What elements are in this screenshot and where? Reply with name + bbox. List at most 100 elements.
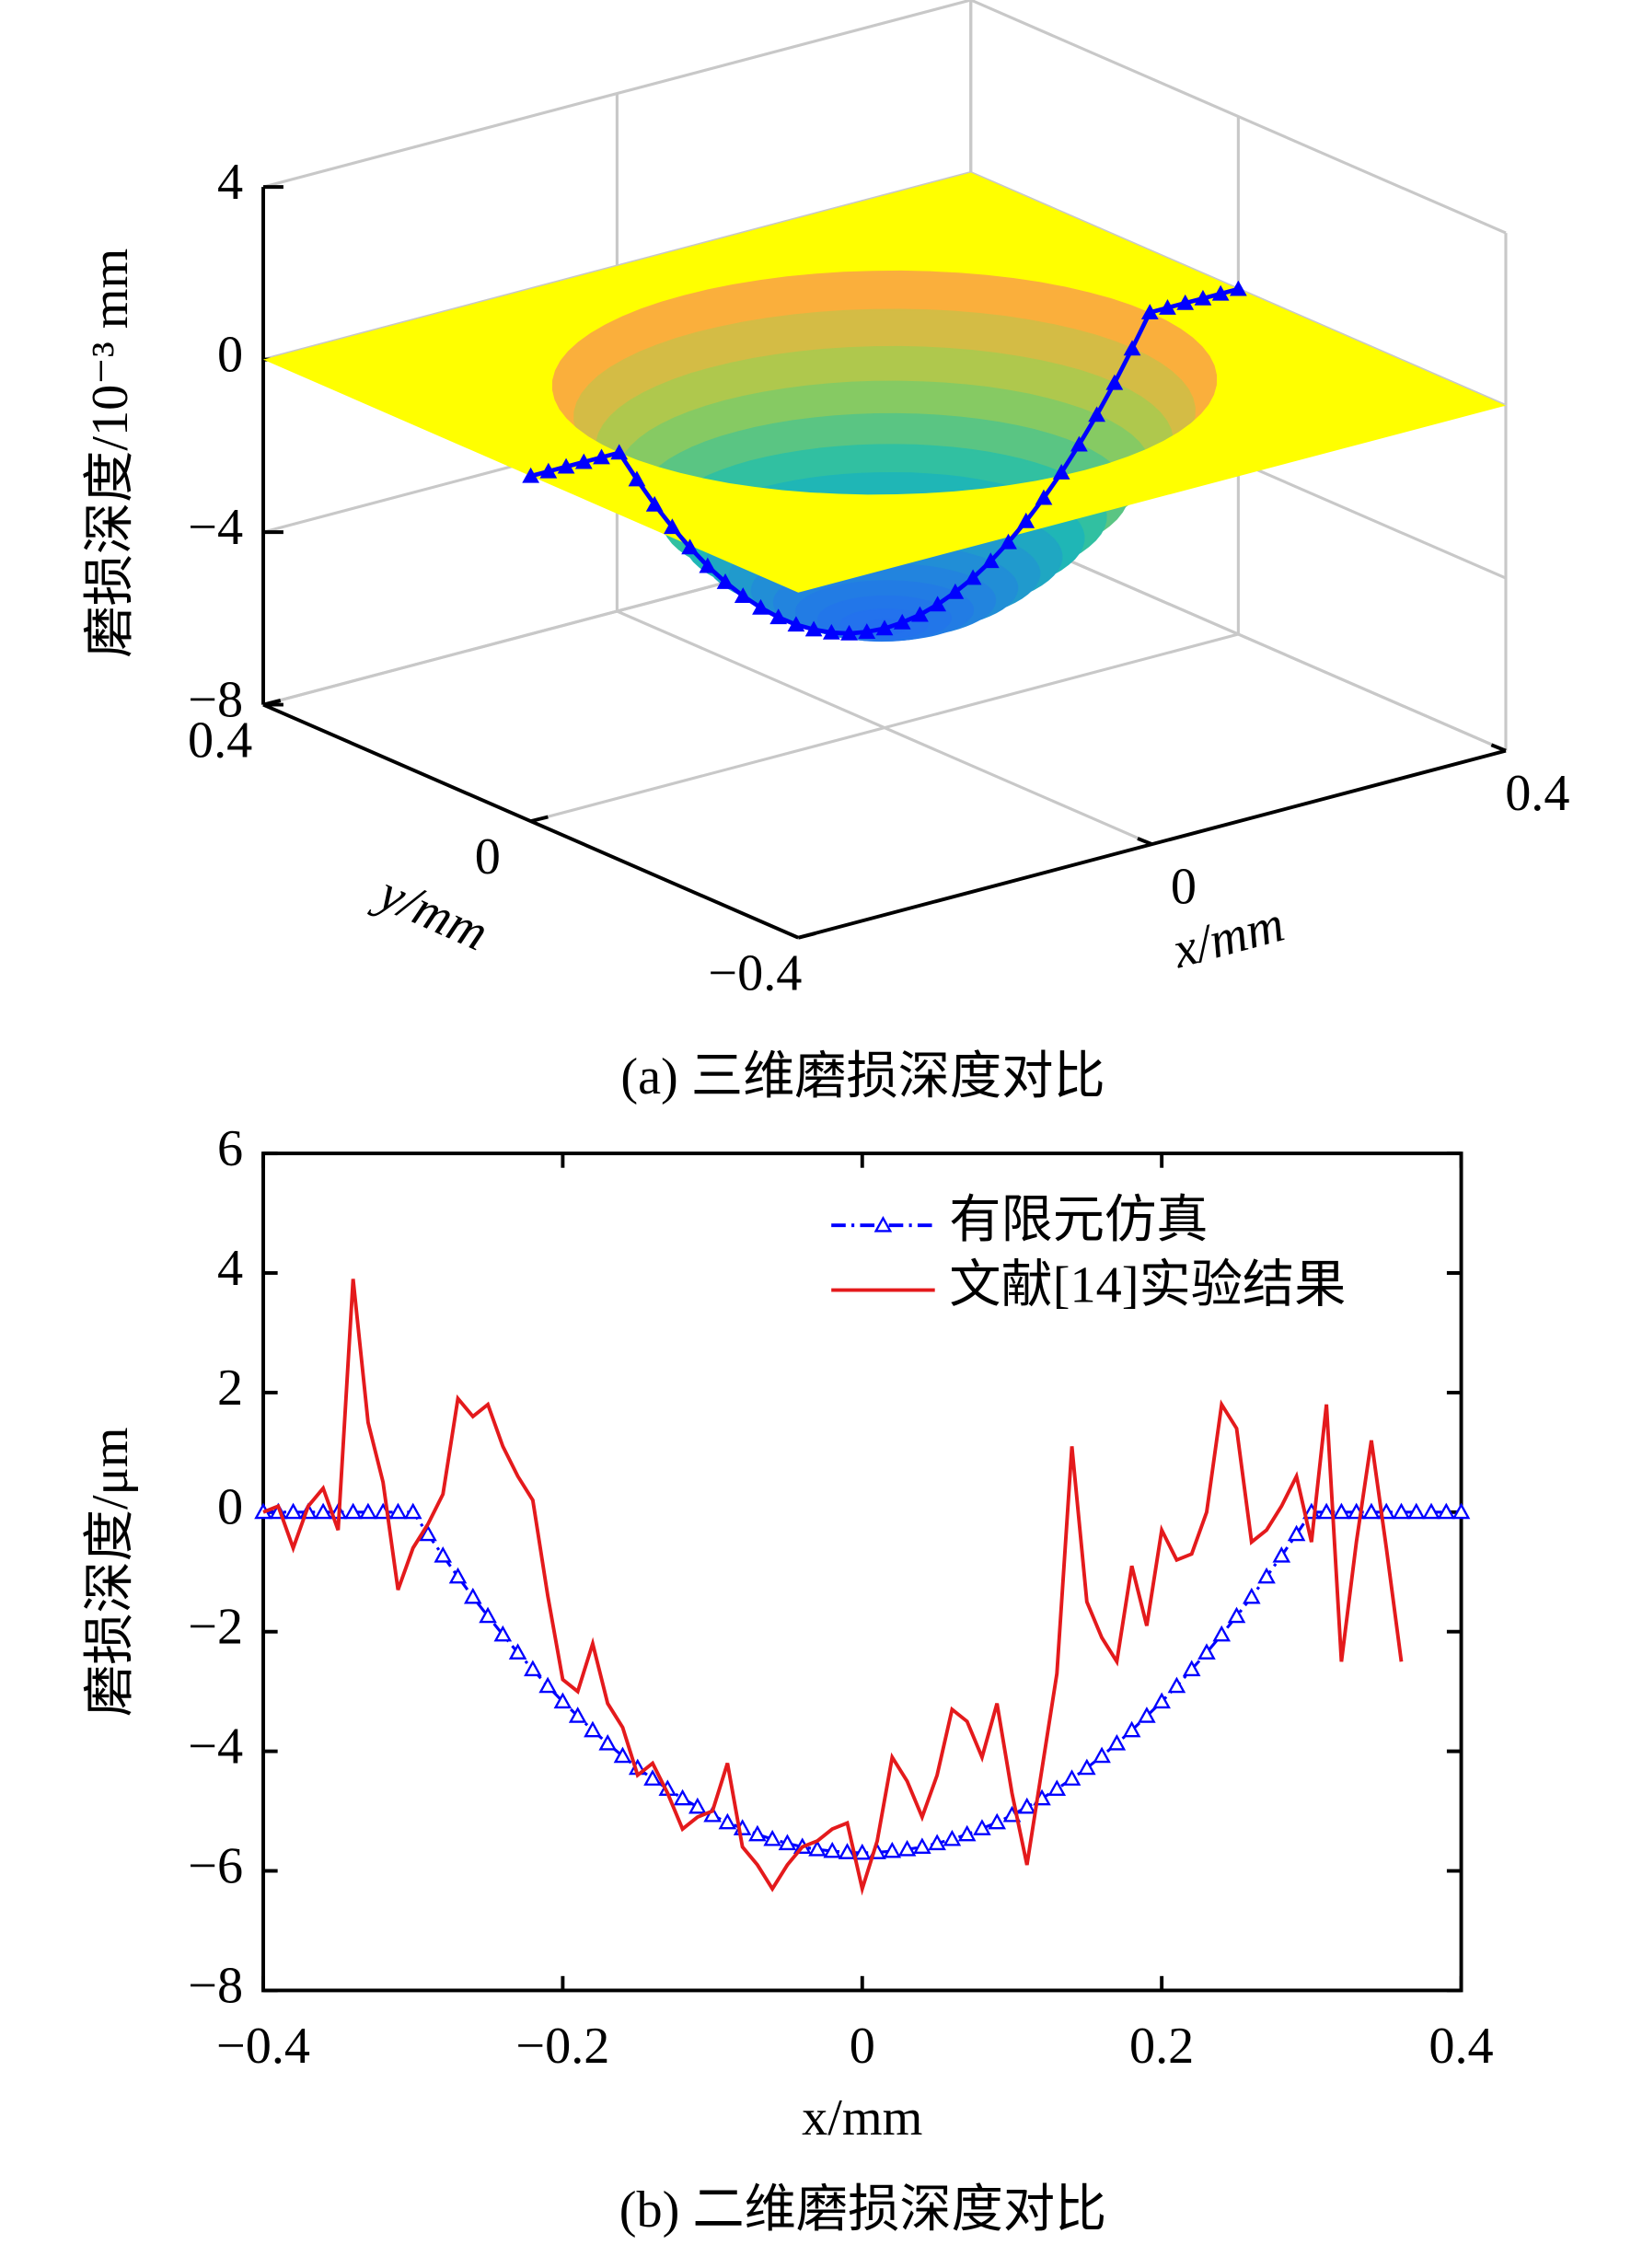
series-marker [1062, 1769, 1082, 1786]
series-marker [883, 1841, 902, 1858]
profile-marker [822, 623, 840, 640]
grid-line [530, 632, 1239, 823]
series-marker [388, 1502, 408, 1520]
series-line [262, 1279, 1404, 1896]
series-line [263, 1510, 1462, 1855]
profile-marker [1017, 512, 1035, 528]
series-marker [448, 1567, 468, 1584]
x-tick [1137, 837, 1153, 846]
profile-marker [929, 596, 947, 612]
series-marker [688, 1797, 707, 1814]
series-marker [957, 1824, 977, 1842]
y-tick-label: 2 [217, 1360, 243, 1417]
profile-marker [1229, 280, 1247, 296]
series-marker [1227, 1606, 1246, 1624]
series-marker [673, 1788, 692, 1806]
series-marker [808, 1839, 827, 1857]
z-tick-label: 0 [217, 327, 243, 384]
profile-marker [664, 518, 681, 535]
series-marker [403, 1502, 422, 1520]
series-marker [852, 1843, 872, 1860]
series-marker [613, 1746, 632, 1764]
y-tick-label: 0 [475, 828, 501, 885]
series-marker [943, 1829, 962, 1846]
y-tick [530, 815, 549, 824]
series-marker [479, 1606, 497, 1624]
profile-marker [1070, 435, 1088, 452]
series-marker [703, 1805, 722, 1822]
series-marker [1047, 1779, 1067, 1796]
x-tick-label: 0.2 [1129, 2018, 1194, 2075]
profile-marker [610, 444, 629, 460]
y-tick-label: −0.4 [708, 944, 802, 1001]
series-marker [1197, 1643, 1216, 1660]
plot-frame [261, 1151, 1463, 1993]
profile-marker [574, 453, 593, 469]
series-marker [1287, 1524, 1306, 1542]
profile-marker [734, 587, 752, 603]
series-marker [1093, 1746, 1111, 1764]
series-marker [1138, 1707, 1156, 1723]
series-marker [314, 1502, 332, 1520]
profile-marker [858, 623, 876, 639]
profile-marker [557, 457, 575, 474]
series-marker [1362, 1502, 1381, 1520]
series-marker [1272, 1546, 1291, 1563]
profile-marker [1194, 289, 1212, 306]
series-marker [538, 1676, 557, 1694]
series-marker [748, 1824, 767, 1842]
series-marker [508, 1643, 527, 1660]
profile-marker [1035, 489, 1053, 505]
series-marker [988, 1812, 1007, 1830]
z-axis-label: 磨损深度/10⁻³ mm [82, 249, 139, 658]
y-tick-label: −6 [188, 1837, 243, 1894]
series-marker [823, 1841, 842, 1858]
series-marker [913, 1837, 931, 1854]
x-tick-label: −0.2 [515, 2018, 609, 2075]
series-marker [897, 1839, 917, 1857]
series-marker [1078, 1758, 1096, 1776]
profile-marker [593, 448, 610, 465]
series-marker [1122, 1720, 1141, 1738]
z-tick-label: −4 [188, 499, 243, 556]
series-marker [1257, 1567, 1276, 1584]
profile-marker [752, 598, 769, 615]
profile-marker [1159, 298, 1176, 315]
x-axis-label: x/mm [802, 2089, 922, 2146]
series-marker [1452, 1502, 1471, 1520]
y-axis [262, 702, 800, 940]
series-marker [419, 1524, 437, 1542]
y-tick-label: −4 [188, 1718, 243, 1776]
profile-marker [840, 624, 858, 641]
profile-marker [539, 462, 558, 479]
series-marker [718, 1812, 737, 1830]
z-tick-label: 4 [217, 154, 243, 211]
series-marker [524, 1660, 542, 1677]
y-tick [797, 932, 816, 940]
x-tick-label: −0.4 [216, 2018, 310, 2075]
series-marker [283, 1502, 303, 1520]
profile-marker [522, 467, 540, 483]
profile-marker [769, 608, 788, 625]
legend-marker [873, 1215, 893, 1232]
surface-plane [263, 172, 1506, 593]
y-tick-label: 0 [217, 1479, 243, 1536]
series-marker [598, 1733, 618, 1751]
series-marker [1242, 1587, 1261, 1604]
series-marker [838, 1843, 857, 1859]
profile-marker [787, 616, 805, 632]
series-marker [568, 1707, 587, 1723]
series-marker [1437, 1502, 1456, 1520]
series-marker [343, 1502, 363, 1520]
y-tick-label: −2 [188, 1599, 243, 1656]
profile-marker [804, 620, 823, 637]
series-marker [493, 1625, 513, 1642]
series-marker [463, 1587, 482, 1604]
profile-marker [716, 573, 735, 589]
x-tick [1490, 743, 1507, 753]
profile-marker [1052, 464, 1070, 480]
profile-marker [964, 569, 982, 585]
series-marker [434, 1546, 453, 1563]
profile-marker [699, 557, 717, 573]
